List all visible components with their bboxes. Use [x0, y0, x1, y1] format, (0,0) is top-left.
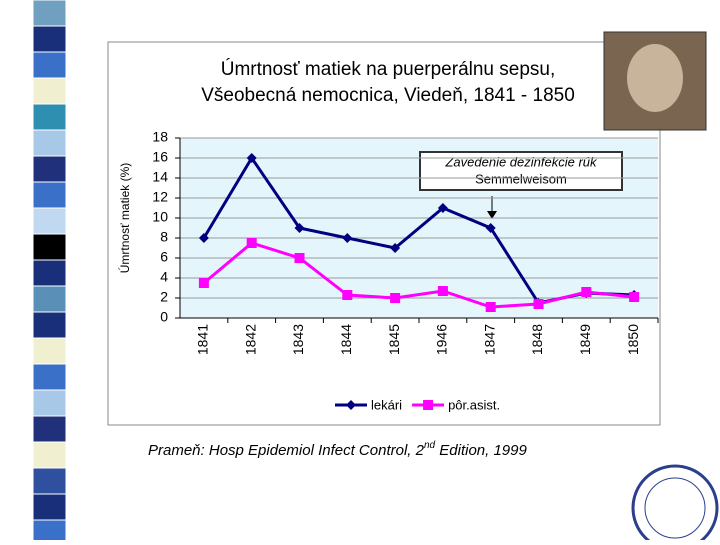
- annotation: Semmelweisom: [475, 171, 567, 186]
- strip-square: [32, 181, 67, 209]
- logo: [631, 464, 719, 545]
- strip-square: [32, 129, 67, 157]
- point: [423, 400, 434, 410]
- x-tick-label: 1842: [242, 324, 258, 355]
- y-tick-label: 6: [160, 249, 168, 265]
- strip-square: [32, 363, 67, 391]
- logo-ring: [644, 477, 706, 539]
- x-tick-label: 1847: [481, 324, 497, 355]
- x-tick-label: 1841: [195, 324, 211, 355]
- annotation-arrowhead: [487, 211, 497, 219]
- y-tick-label: 4: [160, 269, 168, 285]
- point: [390, 293, 401, 303]
- point: [342, 233, 353, 243]
- strip-square: [32, 103, 67, 131]
- legend-label: lekári: [371, 397, 402, 412]
- strip-square: [32, 311, 67, 339]
- y-tick-label: 18: [152, 129, 168, 145]
- portrait-face: [627, 44, 683, 112]
- point: [437, 203, 448, 213]
- strip-square: [32, 25, 67, 53]
- chart-title: Úmrtnosť matiek na puerperálnu sepsu,: [221, 58, 556, 80]
- point: [294, 223, 305, 233]
- x-tick-label: 1848: [529, 324, 545, 355]
- point: [485, 223, 496, 233]
- y-tick-label: 0: [160, 309, 168, 325]
- point: [346, 400, 356, 410]
- point: [198, 233, 209, 243]
- y-tick-label: 16: [152, 149, 168, 165]
- strip-square: [32, 259, 67, 287]
- point: [533, 299, 544, 309]
- strip-square: [32, 493, 67, 521]
- strip-square: [32, 207, 67, 235]
- legend-label: pôr.asist.: [448, 397, 500, 412]
- x-tick-label: 1843: [290, 324, 306, 355]
- strip-square: [32, 0, 67, 27]
- strip-square: [32, 285, 67, 313]
- point: [246, 153, 257, 163]
- point: [437, 286, 448, 296]
- y-tick-label: 14: [152, 169, 168, 185]
- point: [246, 238, 257, 248]
- point: [485, 302, 496, 312]
- point: [629, 292, 640, 302]
- strip-square: [32, 233, 67, 261]
- point: [342, 290, 353, 300]
- source-text: Prameň: Hosp Epidemiol Infect Control, 2: [148, 442, 425, 459]
- point: [390, 243, 401, 253]
- y-tick-label: 10: [152, 209, 168, 225]
- x-tick-label: 1845: [386, 324, 402, 355]
- y-tick-label: 8: [160, 229, 168, 245]
- series-line: [202, 241, 635, 309]
- strip-square: [32, 441, 67, 469]
- x-tick-label: 1850: [625, 324, 641, 355]
- point: [581, 287, 592, 297]
- x-tick-label: 1946: [434, 324, 450, 355]
- source-text: Edition, 1999: [435, 442, 527, 459]
- strip-square: [32, 77, 67, 105]
- x-tick-label: 1844: [338, 324, 354, 355]
- annotation: Zavedenie dezinfekcie rúk: [444, 154, 598, 169]
- point: [294, 253, 305, 263]
- y-axis-label: Úmrtnosť matiek (%): [117, 163, 132, 274]
- strip-square: [32, 467, 67, 495]
- strip-square: [32, 51, 67, 79]
- source-sup: nd: [424, 440, 436, 451]
- point: [198, 278, 209, 288]
- strip-square: [32, 519, 67, 545]
- y-tick-label: 12: [152, 189, 168, 205]
- x-tick-label: 1849: [577, 324, 593, 355]
- source: Prameň: Hosp Epidemiol Infect Control, 2…: [148, 440, 527, 459]
- strip-square: [32, 337, 67, 365]
- chart-title: Všeobecná nemocnica, Viedeň, 1841 - 1850: [201, 85, 575, 106]
- strip-square: [32, 389, 67, 417]
- strip-square: [32, 155, 67, 183]
- decor-strip: [32, 0, 67, 545]
- y-tick-label: 2: [160, 289, 168, 305]
- strip-square: [32, 415, 67, 443]
